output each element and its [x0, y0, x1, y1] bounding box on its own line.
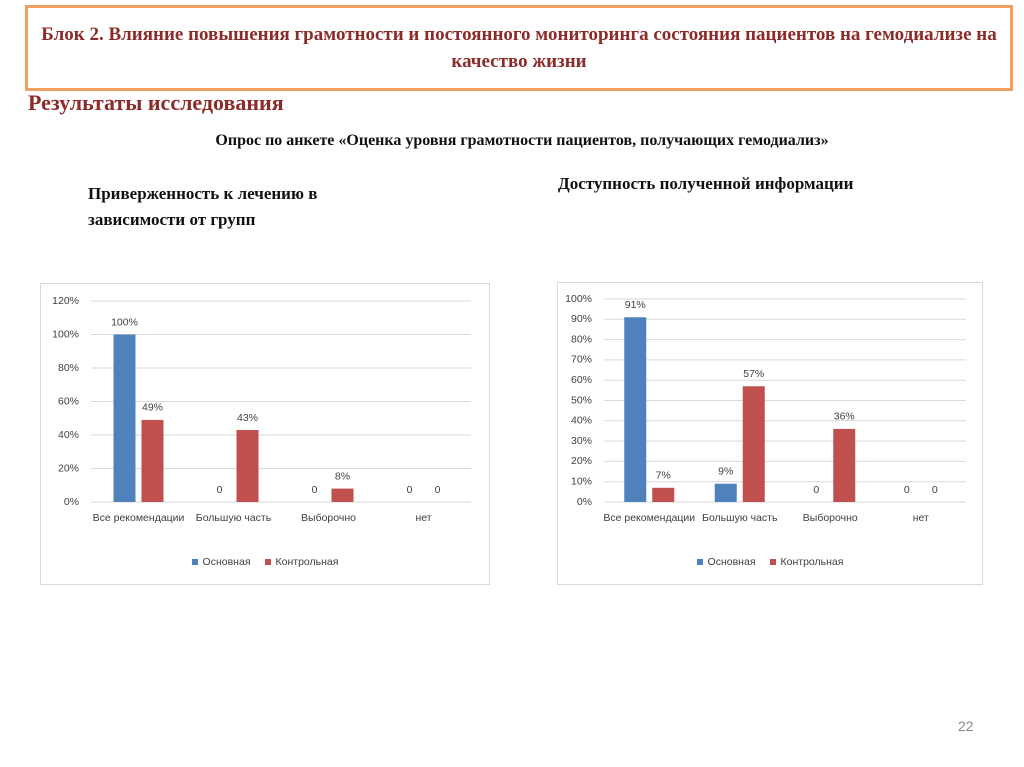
y-tick-label: 100% [565, 293, 592, 305]
value-label: 8% [335, 470, 350, 482]
y-tick-label: 80% [571, 333, 592, 345]
y-tick-label: 60% [58, 395, 79, 407]
value-label: 0 [312, 484, 318, 496]
slide-title: Блок 2. Влияние повышения грамотности и … [25, 5, 1013, 91]
y-tick-label: 100% [52, 328, 79, 340]
legend-item: Контрольная [769, 556, 844, 568]
y-tick-label: 120% [52, 295, 79, 307]
bar [714, 483, 737, 502]
value-label: 100% [111, 316, 138, 328]
bar [113, 334, 136, 502]
bar [624, 317, 647, 502]
x-tick-label: Все рекомендации [603, 512, 696, 524]
legend-item: Основная [191, 556, 251, 568]
chart-title: Приверженность к лечению в зависимости о… [88, 184, 318, 229]
legend: Основная Контрольная [41, 556, 489, 568]
x-tick-label: нет [912, 512, 929, 524]
legend-swatch [264, 559, 271, 565]
y-tick-label: 40% [571, 415, 592, 427]
legend-swatch [191, 559, 198, 565]
value-label: 7% [656, 470, 671, 482]
bar [833, 428, 856, 502]
x-tick-label: Выборочно [301, 512, 356, 524]
bar [652, 487, 675, 502]
y-tick-label: 0% [64, 496, 79, 508]
legend-swatch [696, 559, 703, 565]
legend-label: Контрольная [275, 556, 339, 568]
y-tick-label: 10% [571, 475, 592, 487]
legend-swatch [769, 559, 776, 565]
chart: 0% 20% 40% 60% 80% 100% 120% 100% 49% 0 43% 0 8% 0 0 Вс… [40, 283, 490, 585]
y-tick-label: 40% [58, 429, 79, 441]
legend-item: Основная [696, 556, 756, 568]
plot: 0% 10% 20% 30% 40% 50% 60% 70% 80% 90% 100% 91% 7% 9%… [565, 293, 966, 508]
value-label: 43% [237, 412, 258, 424]
chart: 0% 10% 20% 30% 40% 50% 60% 70% 80% 90% 100% 91% 7% 9%… [557, 282, 983, 585]
y-tick-label: 60% [571, 374, 592, 386]
legend-label: Основная [202, 556, 251, 568]
chart-title: Доступность полученной информации [558, 174, 854, 193]
value-label: 0 [217, 484, 223, 496]
plot: 0% 20% 40% 60% 80% 100% 120% 100% 49% 0 43% 0 8% 0 0 [52, 295, 471, 508]
y-tick-label: 30% [571, 435, 592, 447]
legend-label: Контрольная [780, 556, 844, 568]
value-label: 0 [904, 484, 910, 496]
x-tick-label: Большую часть [702, 512, 778, 524]
bar [742, 386, 765, 502]
value-label: 0 [932, 484, 938, 496]
survey-title: Опрос по анкете «Оценка уровня грамотнос… [215, 132, 829, 149]
x-tick-label: Все рекомендации [92, 512, 185, 524]
page-number: 22 [958, 718, 974, 734]
y-tick-label: 20% [571, 455, 592, 467]
y-tick-label: 20% [58, 462, 79, 474]
y-tick-label: 90% [571, 313, 592, 325]
value-label: 57% [743, 368, 764, 380]
value-label: 0 [435, 484, 441, 496]
value-label: 91% [625, 299, 646, 311]
y-tick-label: 0% [577, 496, 592, 508]
bar [236, 429, 259, 502]
y-tick-label: 70% [571, 354, 592, 366]
value-label: 0 [813, 484, 819, 496]
value-label: 36% [834, 411, 855, 423]
value-label: 9% [718, 466, 733, 478]
bar [331, 488, 354, 502]
x-tick-label: Выборочно [802, 512, 858, 524]
legend: Основная Контрольная [558, 556, 982, 568]
value-label: 0 [407, 484, 413, 496]
value-label: 49% [142, 402, 163, 414]
bar [141, 419, 164, 502]
y-tick-label: 80% [58, 362, 79, 374]
section-title: Результаты исследования [28, 90, 284, 115]
y-tick-label: 50% [571, 394, 592, 406]
legend-item: Контрольная [264, 556, 339, 568]
x-tick-label: Большую часть [195, 512, 272, 524]
x-tick-label: нет [415, 512, 432, 524]
legend-label: Основная [707, 556, 756, 568]
